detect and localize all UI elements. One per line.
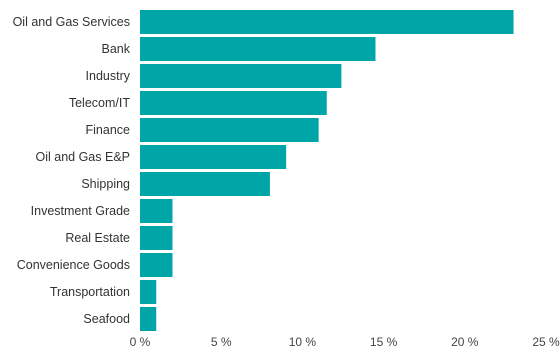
bar-10 (140, 280, 157, 304)
category-label-6: Shipping (81, 177, 130, 191)
bar-9 (140, 253, 173, 277)
bar-2 (140, 64, 342, 88)
bars-group (140, 10, 514, 331)
category-label-9: Convenience Goods (17, 258, 130, 272)
category-labels-group: Oil and Gas Services Bank Industry Telecom/… (13, 15, 131, 326)
category-label-7: Investment Grade (31, 204, 130, 218)
x-tick-label-3: 15 % (370, 335, 398, 347)
category-label-1: Bank (102, 42, 131, 56)
x-tick-label-5: 25 % (532, 335, 560, 347)
category-label-11: Seafood (83, 312, 130, 326)
category-label-4: Finance (86, 123, 131, 137)
x-tick-label-0: 0 % (130, 335, 151, 347)
bar-3 (140, 91, 327, 115)
category-label-5: Oil and Gas E&P (36, 150, 131, 164)
x-tick-label-4: 20 % (451, 335, 479, 347)
category-label-0: Oil and Gas Services (13, 15, 130, 29)
bar-4 (140, 118, 319, 142)
category-label-10: Transportation (50, 285, 130, 299)
bar-0 (140, 10, 514, 34)
bar-6 (140, 172, 270, 196)
x-tick-labels-group: 0 % 5 % 10 % 15 % 20 % 25 % (130, 335, 560, 347)
category-label-3: Telecom/IT (69, 96, 130, 110)
bar-11 (140, 307, 157, 331)
bar-7 (140, 199, 173, 223)
bar-1 (140, 37, 376, 61)
category-label-2: Industry (86, 69, 131, 83)
bar-8 (140, 226, 173, 250)
x-tick-label-2: 10 % (289, 335, 317, 347)
x-tick-label-1: 5 % (211, 335, 232, 347)
category-label-8: Real Estate (65, 231, 130, 245)
bar-5 (140, 145, 287, 169)
